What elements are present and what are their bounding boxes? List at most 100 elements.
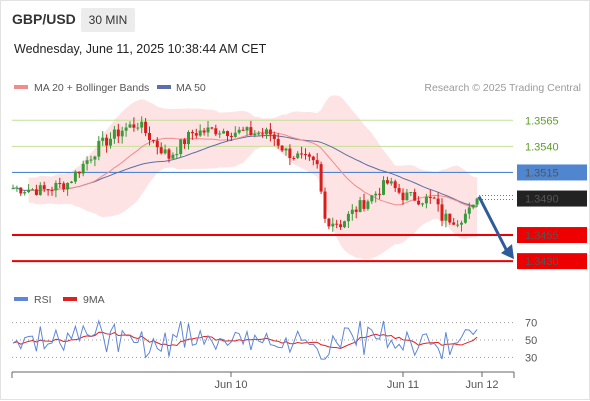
candle-body [253, 133, 257, 136]
candle-body [226, 131, 229, 136]
candle-body [93, 156, 97, 160]
candle-body [163, 149, 167, 154]
candle-body [175, 154, 179, 156]
candle-body [105, 137, 109, 146]
candle-body [436, 198, 440, 205]
forecast-arrow-shaft [477, 195, 509, 252]
candle-body [66, 182, 70, 190]
candle-body [218, 133, 222, 135]
rsi-legend-label: RSI [34, 294, 52, 306]
rsi-tick-label: 30 [525, 352, 537, 364]
candle-body [202, 130, 206, 133]
candle-body [424, 196, 428, 204]
candle-body [245, 127, 249, 131]
candle-body [77, 171, 81, 174]
candle-body [42, 185, 46, 190]
bollinger-band [28, 95, 478, 260]
candle-body [58, 183, 62, 185]
candle-body [475, 198, 479, 205]
candle-body [304, 154, 307, 156]
candle-body [339, 224, 343, 228]
candle-body [331, 223, 335, 227]
candle-body [187, 132, 190, 145]
candle-body [23, 192, 27, 194]
candle-body [456, 224, 460, 226]
candle-body [31, 189, 34, 191]
interval-button[interactable]: 30 MIN [81, 8, 135, 32]
candle-body [190, 132, 194, 134]
candle-body [296, 153, 300, 158]
rsi-tick-label: 70 [525, 318, 537, 330]
candle-body [101, 137, 105, 141]
candle-body [81, 163, 85, 174]
time-axis-label: Jun 12 [465, 379, 498, 391]
candle-body [323, 191, 327, 219]
candle-body [124, 127, 128, 131]
candle-body [38, 185, 42, 195]
candle-body [109, 138, 112, 146]
candle-body [34, 189, 38, 195]
candle-body [413, 192, 417, 201]
candle-body [300, 153, 304, 155]
ma20-line [28, 131, 478, 208]
ma50-legend-label: MA 50 [176, 82, 206, 94]
candle-body [159, 147, 163, 154]
candle-body [128, 124, 132, 128]
candle-body [284, 148, 288, 151]
ma20-legend-swatch [14, 85, 28, 89]
support-label: 1.3430 [525, 256, 559, 268]
candle-body [237, 129, 241, 133]
candle-body [194, 133, 198, 136]
support-badge [517, 253, 587, 270]
candle-body [19, 187, 23, 194]
candle-body [136, 127, 140, 129]
candle-body [397, 188, 401, 193]
candle-body [132, 124, 136, 128]
candle-body [327, 218, 331, 227]
candle-body [401, 192, 405, 201]
candle-body [393, 181, 397, 189]
candle-body [428, 196, 432, 198]
pivot-label: 1.3515 [525, 167, 559, 179]
candle-body [73, 171, 77, 182]
time-axis-label: Jun 11 [387, 379, 419, 391]
candle-body [280, 145, 284, 151]
candle-body [222, 131, 226, 134]
candle-body [350, 209, 354, 214]
rsi-ma-legend-swatch [63, 297, 77, 301]
candle-body [171, 154, 175, 159]
candle-body [229, 135, 233, 137]
candle-body [405, 192, 409, 201]
candle-body [409, 192, 413, 194]
candle-body [307, 154, 311, 157]
candle-body [421, 203, 424, 205]
ma20-legend-label: MA 20 + Bollinger Bands [34, 82, 149, 94]
candle-body [448, 213, 452, 223]
candle-body [366, 201, 370, 209]
candle-body [319, 164, 323, 192]
candle-body [385, 180, 389, 184]
candle-body [54, 183, 58, 191]
candle-body [144, 121, 148, 133]
candle-body [116, 129, 120, 137]
candle-body [268, 129, 272, 135]
candle-body [346, 213, 350, 222]
ma50-legend-swatch [157, 85, 171, 89]
candle-body [440, 204, 444, 221]
candle-body [50, 190, 54, 192]
rsi-line [12, 319, 478, 360]
candle-body [70, 181, 73, 183]
candle-body [167, 149, 171, 159]
candle-body [467, 207, 471, 214]
rsi-ma-legend-label: 9MA [83, 294, 105, 306]
candle-body [241, 129, 245, 131]
candle-body [97, 140, 101, 157]
candle-body [62, 183, 66, 190]
candle-body [151, 140, 155, 142]
candle-body [311, 156, 315, 161]
candle-body [155, 140, 159, 148]
resistance-label: 1.3540 [525, 141, 559, 153]
candle-body [261, 133, 265, 135]
